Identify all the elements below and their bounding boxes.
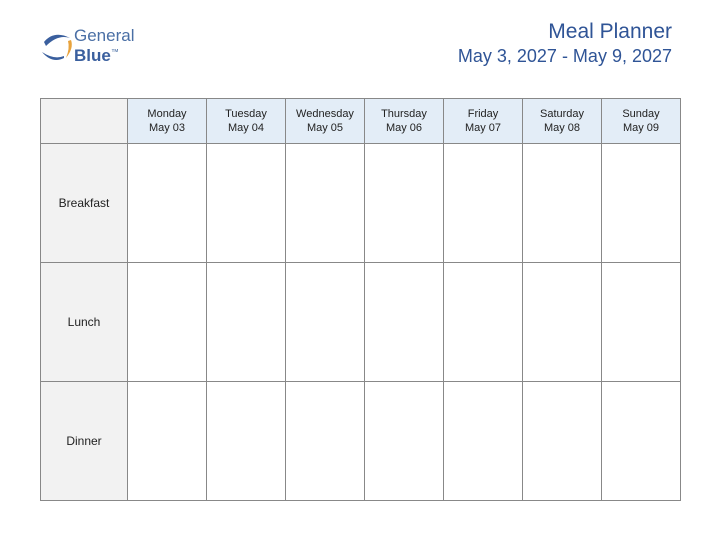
meal-cell[interactable] xyxy=(365,382,444,501)
day-header: Thursday May 06 xyxy=(365,99,444,144)
brand-logo: General Blue™ xyxy=(40,20,160,70)
logo-swoosh-icon xyxy=(40,28,76,64)
table-header-row: Monday May 03 Tuesday May 04 Wednesday M… xyxy=(41,99,681,144)
day-date: May 09 xyxy=(602,121,680,135)
meal-cell[interactable] xyxy=(523,263,602,382)
day-date: May 03 xyxy=(128,121,206,135)
date-range: May 3, 2027 - May 9, 2027 xyxy=(458,46,672,67)
meal-row-header: Breakfast xyxy=(41,144,128,263)
meal-cell[interactable] xyxy=(128,263,207,382)
day-header: Sunday May 09 xyxy=(602,99,681,144)
day-header: Tuesday May 04 xyxy=(207,99,286,144)
day-date: May 06 xyxy=(365,121,443,135)
meal-cell[interactable] xyxy=(286,144,365,263)
meal-cell[interactable] xyxy=(207,144,286,263)
meal-cell[interactable] xyxy=(523,144,602,263)
meal-cell[interactable] xyxy=(207,263,286,382)
meal-cell[interactable] xyxy=(286,382,365,501)
meal-cell[interactable] xyxy=(128,382,207,501)
day-name: Saturday xyxy=(523,107,601,121)
meal-cell[interactable] xyxy=(365,263,444,382)
day-name: Thursday xyxy=(365,107,443,121)
meal-cell[interactable] xyxy=(365,144,444,263)
day-date: May 04 xyxy=(207,121,285,135)
day-name: Friday xyxy=(444,107,522,121)
logo-tm: ™ xyxy=(111,47,119,56)
day-header: Monday May 03 xyxy=(128,99,207,144)
meal-cell[interactable] xyxy=(523,382,602,501)
day-date: May 08 xyxy=(523,121,601,135)
meal-cell[interactable] xyxy=(207,382,286,501)
day-name: Monday xyxy=(128,107,206,121)
table-corner-cell xyxy=(41,99,128,144)
day-header: Wednesday May 05 xyxy=(286,99,365,144)
meal-cell[interactable] xyxy=(286,263,365,382)
logo-word-blue: Blue xyxy=(74,46,111,65)
day-name: Wednesday xyxy=(286,107,364,121)
logo-text: General Blue™ xyxy=(74,26,134,66)
day-name: Tuesday xyxy=(207,107,285,121)
day-header: Saturday May 08 xyxy=(523,99,602,144)
meal-cell[interactable] xyxy=(444,263,523,382)
meal-cell[interactable] xyxy=(444,144,523,263)
meal-planner-table: Monday May 03 Tuesday May 04 Wednesday M… xyxy=(40,98,681,501)
table-row: Dinner xyxy=(41,382,681,501)
logo-word-general: General xyxy=(74,26,134,45)
meal-row-header: Lunch xyxy=(41,263,128,382)
day-date: May 07 xyxy=(444,121,522,135)
header: General Blue™ Meal Planner May 3, 2027 -… xyxy=(0,0,712,80)
day-name: Sunday xyxy=(602,107,680,121)
meal-cell[interactable] xyxy=(444,382,523,501)
page-title: Meal Planner xyxy=(458,20,672,44)
meal-cell[interactable] xyxy=(602,382,681,501)
meal-cell[interactable] xyxy=(128,144,207,263)
title-block: Meal Planner May 3, 2027 - May 9, 2027 xyxy=(458,20,672,67)
day-date: May 05 xyxy=(286,121,364,135)
meal-cell[interactable] xyxy=(602,144,681,263)
day-header: Friday May 07 xyxy=(444,99,523,144)
meal-row-header: Dinner xyxy=(41,382,128,501)
table-row: Breakfast xyxy=(41,144,681,263)
table-row: Lunch xyxy=(41,263,681,382)
meal-cell[interactable] xyxy=(602,263,681,382)
